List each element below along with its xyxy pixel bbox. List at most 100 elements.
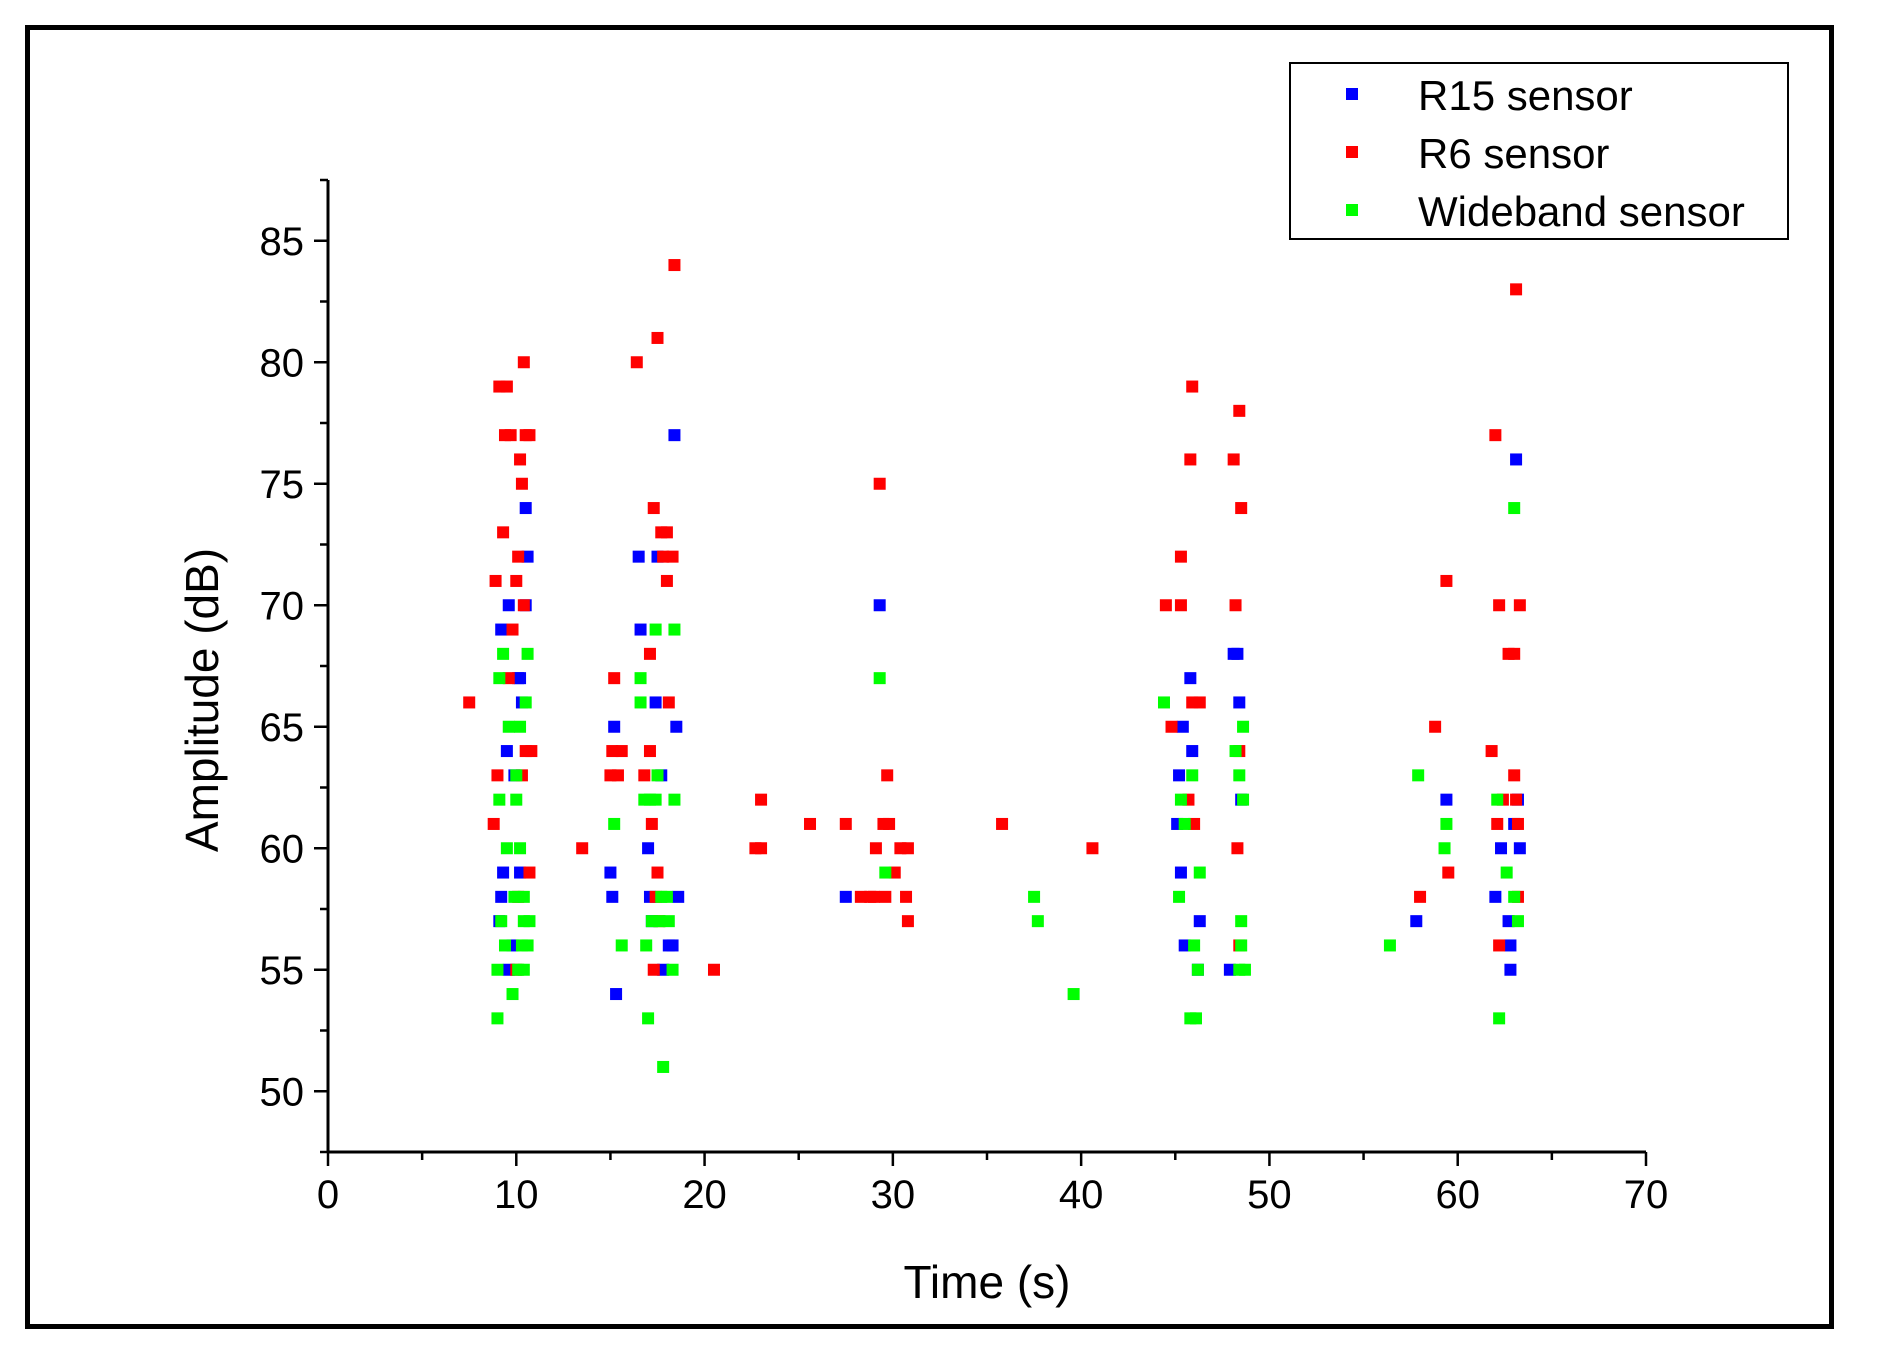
x-tick-label: 20 [682,1173,727,1217]
data-point-r6 [523,429,536,442]
data-point-r6 [755,793,768,806]
data-point-r15 [873,599,886,612]
data-point-wideband [1031,915,1044,928]
data-point-r6 [647,502,660,515]
data-point-wideband [1238,963,1251,976]
data-point-r6 [1086,842,1099,855]
axis-labels: Time (s) Amplitude (dB) [176,548,1070,1308]
data-point-r6 [1186,380,1199,393]
data-point-r6 [888,866,901,879]
data-point-r15 [502,599,515,612]
data-point-wideband [1500,866,1513,879]
data-point-wideband [1233,769,1246,782]
data-point-r15 [1502,915,1515,928]
data-point-r15 [668,429,681,442]
data-point-wideband [1235,939,1248,952]
data-point-wideband [1491,793,1504,806]
data-point-r15 [1174,866,1187,879]
data-point-r6 [519,745,532,758]
data-point-r6 [1511,817,1524,830]
data-point-wideband [1173,890,1186,903]
data-point-r6 [1229,599,1242,612]
data-point-r6 [1159,599,1172,612]
data-point-r6 [881,769,894,782]
data-point-r6 [502,672,515,685]
data-point-r6 [630,356,643,369]
data-point-r15 [610,988,623,1001]
legend-marker-r15 [1346,88,1358,100]
data-point-wideband [615,939,628,952]
data-point-wideband [510,769,523,782]
data-point-wideband [1383,939,1396,952]
x-tick-label: 0 [317,1173,339,1217]
data-point-wideband [634,696,647,709]
data-point-r6 [662,696,675,709]
data-point-wideband [608,817,621,830]
data-point-wideband [510,793,523,806]
data-point-r6 [1491,817,1504,830]
data-point-r6 [900,890,913,903]
data-point-r6 [643,745,656,758]
data-point-r15 [608,720,621,733]
data-point-wideband [491,1012,504,1025]
data-point-wideband [649,793,662,806]
axes: 0 10 20 30 40 50 60 70 50 55 60 65 70 75 80 85 [260,178,1669,1217]
data-point-r6 [651,331,664,344]
data-point-r6 [643,647,656,660]
data-point-r15 [495,623,508,636]
data-point-r6 [523,866,536,879]
y-tick-label: 60 [260,827,305,871]
data-point-r15 [839,890,852,903]
data-point-wideband [1412,769,1425,782]
data-point-wideband [634,672,647,685]
data-point-r6 [657,550,670,563]
data-point-r6 [804,817,817,830]
data-point-wideband [1508,890,1521,903]
data-point-r6 [755,842,768,855]
data-point-r15 [1178,939,1191,952]
data-point-wideband [666,963,679,976]
data-point-r15 [1176,720,1189,733]
data-point-r15 [670,720,683,733]
data-point-r6 [608,672,621,685]
data-point-r6 [489,574,502,587]
data-point-r6 [668,259,681,272]
y-tick-label: 55 [260,949,305,993]
data-point-r6 [1493,599,1506,612]
legend-box [1289,62,1789,240]
data-point-r6 [1174,599,1187,612]
y-tick-label: 75 [260,463,305,507]
x-tick-label: 70 [1624,1173,1669,1217]
data-point-r15 [1510,453,1523,466]
data-point-r15 [1513,842,1526,855]
legend-label-wideband: Wideband sensor [1418,188,1745,235]
legend-label-r6: R6 sensor [1418,130,1609,177]
data-point-wideband [493,672,506,685]
x-tick-label: 30 [871,1173,916,1217]
data-point-r15 [634,623,647,636]
data-points [463,259,1526,1073]
data-point-r6 [517,599,530,612]
data-point-r15 [1186,745,1199,758]
data-point-wideband [1188,939,1201,952]
data-point-wideband [512,963,525,976]
data-point-wideband [1067,988,1080,1001]
data-point-r6 [1510,793,1523,806]
data-point-r15 [649,696,662,709]
data-point-r6 [1165,720,1178,733]
x-tick-label: 60 [1435,1173,1480,1217]
data-point-r6 [879,890,892,903]
data-point-wideband [1157,696,1170,709]
data-point-wideband [506,988,519,1001]
data-point-wideband [523,915,536,928]
data-point-wideband [493,793,506,806]
data-point-r6 [615,745,628,758]
data-point-r6 [645,817,658,830]
data-point-r6 [638,769,651,782]
y-tick-label: 65 [260,706,305,750]
data-point-r6 [660,526,673,539]
y-tick-label: 70 [260,584,305,628]
data-point-r15 [495,890,508,903]
data-point-r6 [1193,696,1206,709]
data-point-r6 [1508,647,1521,660]
